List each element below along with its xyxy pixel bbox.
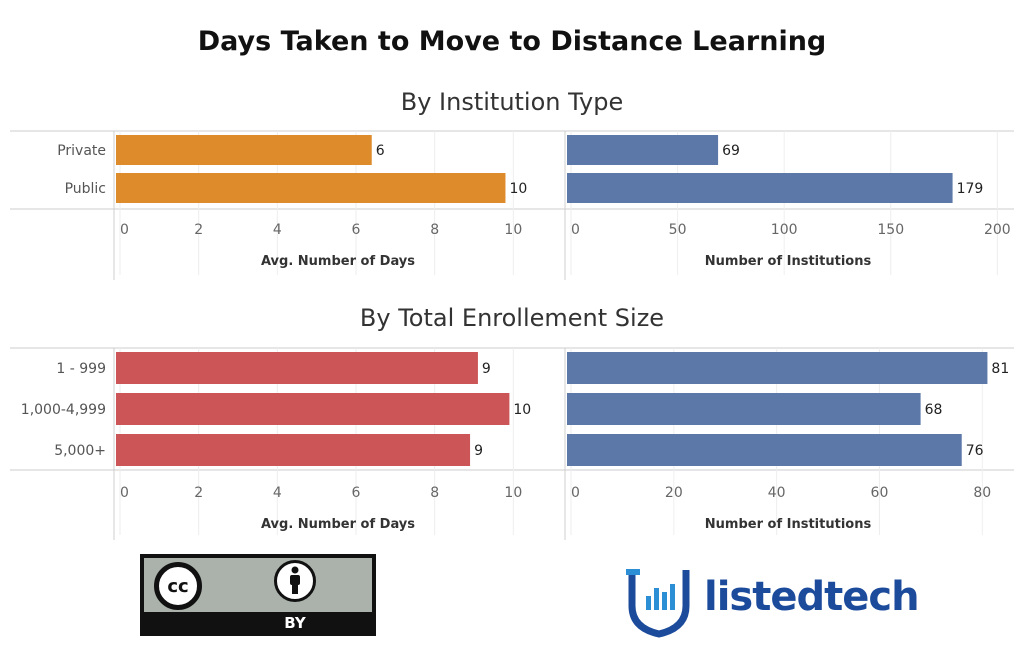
bar bbox=[116, 173, 506, 203]
data-label: 179 bbox=[957, 181, 984, 197]
category-label: 5,000+ bbox=[54, 443, 106, 459]
tick-label: 80 bbox=[973, 485, 991, 501]
tick-label: 150 bbox=[877, 222, 904, 238]
section-title-institution-type: By Institution Type bbox=[400, 88, 624, 116]
chart-panel-1: 0 50 100 150 200 Number of Institutions 69 179 bbox=[564, 131, 1011, 280]
bar bbox=[116, 352, 478, 384]
bar bbox=[567, 393, 921, 425]
tick-label: 8 bbox=[430, 222, 439, 238]
tick-label: 2 bbox=[194, 222, 203, 238]
tick-label: 0 bbox=[571, 222, 580, 238]
tick-label: 10 bbox=[504, 485, 522, 501]
axis-title: Avg. Number of Days bbox=[261, 254, 415, 269]
chart-panel-3: 0 20 40 60 80 Number of Institutions 81 68 76 bbox=[564, 348, 1009, 540]
data-label: 6 bbox=[376, 143, 385, 159]
tick-label: 2 bbox=[194, 485, 203, 501]
bar bbox=[567, 434, 962, 466]
tick-label: 10 bbox=[504, 222, 522, 238]
tick-label: 6 bbox=[352, 222, 361, 238]
listedtech-logo-icon bbox=[626, 569, 690, 638]
tick-label: 40 bbox=[768, 485, 786, 501]
category-label: Public bbox=[65, 181, 106, 197]
tick-label: 60 bbox=[871, 485, 889, 501]
data-label: 81 bbox=[991, 361, 1009, 377]
bar bbox=[116, 434, 471, 466]
tick-label: 20 bbox=[665, 485, 683, 501]
tick-label: 4 bbox=[273, 485, 282, 501]
data-label: 9 bbox=[474, 443, 483, 459]
bar bbox=[567, 173, 953, 203]
tick-label: 6 bbox=[352, 485, 361, 501]
tick-label: 200 bbox=[984, 222, 1011, 238]
data-label: 68 bbox=[925, 402, 943, 418]
by-label: BY bbox=[284, 614, 306, 632]
category-label: 1 - 999 bbox=[56, 361, 106, 377]
tick-label: 0 bbox=[120, 222, 129, 238]
data-label: 10 bbox=[509, 181, 527, 197]
category-label: Private bbox=[57, 143, 106, 159]
axis-title: Number of Institutions bbox=[705, 517, 872, 532]
bar bbox=[567, 135, 719, 165]
tick-label: 0 bbox=[571, 485, 580, 501]
bar bbox=[567, 352, 988, 384]
tick-label: 8 bbox=[430, 485, 439, 501]
data-label: 9 bbox=[482, 361, 491, 377]
chart-panel-0: 0 2 4 6 8 10 Avg. Number of Days 6 Private 10 Publ… bbox=[57, 131, 527, 280]
bar bbox=[116, 135, 372, 165]
tick-label: 50 bbox=[669, 222, 687, 238]
axis-title: Number of Institutions bbox=[705, 254, 872, 269]
data-label: 10 bbox=[513, 402, 531, 418]
section-title-enrollment-size: By Total Enrollement Size bbox=[359, 304, 665, 332]
chart-title: Days Taken to Move to Distance Learning bbox=[197, 26, 827, 57]
cc-icon: cc bbox=[154, 562, 202, 610]
tick-label: 4 bbox=[273, 222, 282, 238]
axis-title: Avg. Number of Days bbox=[261, 517, 415, 532]
listedtech-wordmark: listedtech bbox=[704, 574, 920, 620]
bar bbox=[116, 393, 510, 425]
chart-panel-2: 0 2 4 6 8 10 Avg. Number of Days 9 1 - 999 10 1,00… bbox=[21, 348, 531, 540]
data-label: 69 bbox=[722, 143, 740, 159]
data-label: 76 bbox=[966, 443, 984, 459]
category-label: 1,000-4,999 bbox=[21, 402, 106, 418]
cc-by-license-badge: cc BY bbox=[140, 554, 376, 636]
cc-badge-panel: cc bbox=[144, 558, 372, 612]
tick-label: 0 bbox=[120, 485, 129, 501]
attribution-icon bbox=[274, 560, 316, 602]
tick-label: 100 bbox=[771, 222, 798, 238]
